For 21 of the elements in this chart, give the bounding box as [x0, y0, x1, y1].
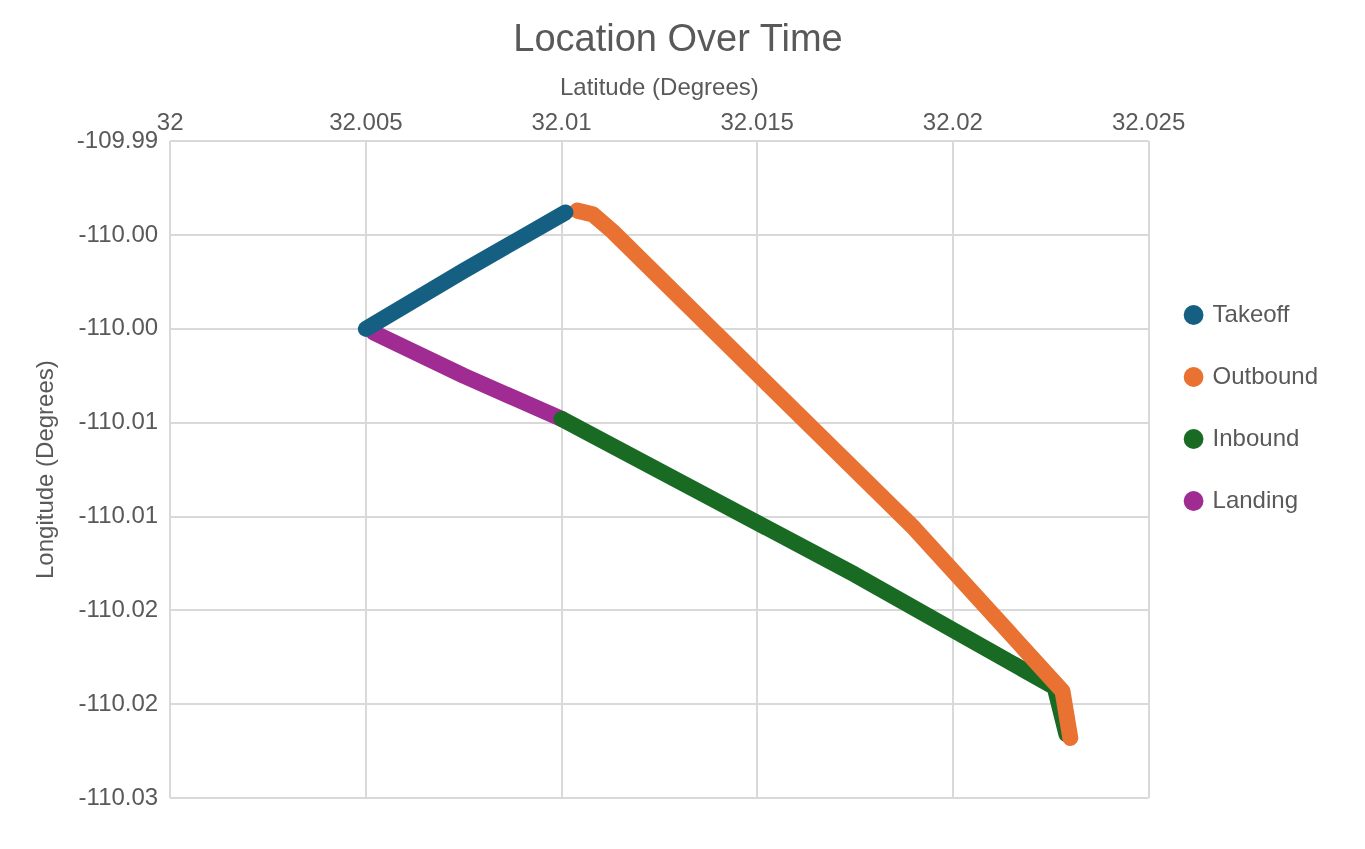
y-tick-label: -110.02	[78, 594, 159, 622]
y-tick-label: -110.02	[78, 688, 159, 716]
x-tick-label: 32.02	[922, 108, 983, 136]
legend-label: Outbound	[1212, 361, 1318, 389]
y-tick-label: -110.03	[78, 782, 159, 810]
x-axis-title: Latitude (Degrees)	[560, 72, 759, 100]
x-tick-label: 32.005	[329, 108, 403, 136]
y-tick-label: -110.00	[78, 219, 159, 247]
y-tick-label: -110.00	[78, 313, 159, 341]
legend-label: Inbound	[1212, 423, 1300, 451]
x-tick-label: 32.01	[531, 108, 592, 136]
x-tick-label: 32.025	[1111, 108, 1186, 136]
chart-title: Location Over Time	[513, 17, 843, 60]
y-tick-label: -110.01	[78, 407, 159, 435]
legend-label: Takeoff	[1212, 299, 1290, 327]
x-tick-label: 32	[156, 108, 184, 136]
y-tick-label: -109.99	[76, 125, 159, 153]
x-tick-label: 32.015	[720, 108, 794, 136]
legend-label: Landing	[1212, 485, 1298, 513]
y-axis-title: Longitude (Degrees)	[31, 360, 59, 580]
y-tick-label: -110.01	[78, 501, 159, 529]
